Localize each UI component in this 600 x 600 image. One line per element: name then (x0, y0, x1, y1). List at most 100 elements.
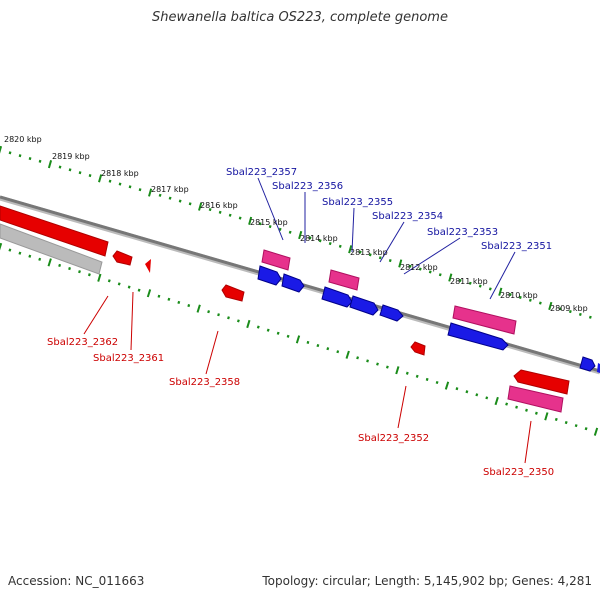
minor-tick (564, 420, 568, 425)
cds-sbal223-2351[interactable] (447, 322, 509, 351)
position-label: 2809 kbp (550, 304, 588, 313)
cds-pink-2[interactable] (328, 269, 360, 291)
minor-tick (288, 230, 292, 234)
major-tick (47, 160, 53, 169)
minor-tick (168, 196, 172, 200)
minor-tick (268, 225, 272, 229)
minor-tick (258, 222, 262, 226)
minor-tick (378, 256, 382, 260)
cds-pink-4[interactable] (507, 385, 564, 413)
minor-tick (38, 159, 42, 163)
gene-label[interactable]: Sbal223_2357 (226, 167, 297, 178)
minor-tick (435, 380, 439, 385)
gene-label[interactable]: Sbal223_2353 (427, 227, 498, 238)
minor-tick (588, 315, 592, 319)
minor-tick (488, 287, 492, 291)
minor-tick (218, 210, 222, 214)
minor-tick (518, 295, 522, 299)
major-tick (148, 188, 153, 197)
minor-tick (528, 298, 532, 302)
cds-forward-edge-2[interactable] (597, 363, 600, 373)
minor-tick (266, 328, 270, 332)
minor-tick (408, 264, 412, 268)
cds-reverse-small-2[interactable] (145, 259, 151, 273)
minor-tick (415, 374, 419, 378)
major-tick (398, 259, 403, 268)
cds-sbal223-2350[interactable] (513, 369, 570, 395)
minor-tick (534, 411, 538, 415)
major-tick (544, 412, 549, 421)
inner-tick-ruler (0, 242, 599, 436)
minor-tick (58, 263, 62, 268)
cds-forward-small[interactable] (379, 304, 404, 322)
cds-sbal223-2354[interactable] (349, 295, 379, 316)
major-tick (298, 230, 303, 240)
minor-tick (158, 193, 162, 197)
cds-sbal223-2352[interactable] (410, 341, 426, 356)
major-tick (98, 174, 103, 183)
gene-label[interactable]: Sbal223_2352 (358, 433, 429, 444)
minor-tick (515, 405, 518, 409)
position-label: 2820 kbp (4, 135, 42, 144)
minor-tick (217, 313, 220, 317)
gene-label[interactable]: Sbal223_2358 (169, 377, 240, 388)
minor-tick (137, 288, 141, 292)
major-tick (47, 258, 52, 267)
grey-feature (0, 223, 103, 275)
minor-tick (187, 304, 191, 308)
cds-forward-edge-1[interactable] (579, 356, 596, 372)
minor-tick (157, 294, 161, 298)
minor-tick (338, 244, 342, 248)
genome-summary-text: Topology: circular; Length: 5,145,902 bp… (262, 574, 592, 588)
minor-tick (578, 312, 582, 316)
gene-label[interactable]: Sbal223_2350 (483, 467, 554, 478)
gene-label[interactable]: Sbal223_2351 (481, 241, 552, 252)
minor-tick (167, 297, 171, 301)
minor-tick (238, 216, 242, 220)
minor-tick (574, 424, 578, 428)
gene-label[interactable]: Sbal223_2361 (93, 353, 164, 364)
minor-tick (478, 284, 482, 288)
minor-tick (8, 151, 12, 155)
minor-tick (468, 281, 472, 285)
cds-sbal223-2355[interactable] (321, 286, 353, 308)
minor-tick (18, 251, 22, 255)
minor-tick (278, 227, 282, 231)
gene-label[interactable]: Sbal223_2354 (372, 211, 443, 222)
minor-tick (458, 278, 462, 282)
major-tick (448, 273, 453, 282)
accession-text: Accession: NC_011663 (8, 574, 145, 588)
cds-reverse-small-1[interactable] (112, 250, 133, 266)
cds-sbal223-2357[interactable] (257, 265, 282, 286)
reverse-label-connectors (83, 291, 532, 464)
minor-tick (376, 362, 379, 366)
major-tick (295, 335, 301, 344)
cds-sbal223-2356[interactable] (281, 273, 305, 293)
position-label: 2814 kbp (300, 234, 338, 243)
major-tick (97, 273, 102, 282)
cds-sbal223-2362[interactable] (0, 205, 109, 257)
minor-tick (388, 259, 392, 263)
gene-label[interactable]: Sbal223_2362 (47, 337, 118, 348)
minor-tick (538, 301, 542, 305)
position-label: 2819 kbp (52, 152, 90, 161)
minor-tick (138, 188, 142, 192)
minor-tick (438, 273, 442, 277)
gene-label[interactable]: Sbal223_2356 (272, 181, 343, 192)
minor-tick (207, 310, 211, 314)
gene-label[interactable]: Sbal223_2355 (322, 197, 393, 208)
minor-tick (326, 347, 330, 351)
minor-tick (227, 316, 230, 320)
cds-pink-1[interactable] (261, 249, 291, 271)
cds-pink-3[interactable] (452, 305, 517, 335)
position-label: 2815 kbp (250, 218, 288, 227)
minor-tick (107, 279, 111, 283)
position-label: 2817 kbp (151, 185, 189, 194)
minor-tick (425, 377, 429, 381)
major-tick (348, 245, 353, 254)
minor-tick (18, 154, 22, 158)
cds-sbal223-2358[interactable] (221, 284, 245, 302)
position-label: 2818 kbp (101, 169, 139, 178)
minor-tick (328, 241, 332, 246)
minor-tick (58, 165, 62, 169)
